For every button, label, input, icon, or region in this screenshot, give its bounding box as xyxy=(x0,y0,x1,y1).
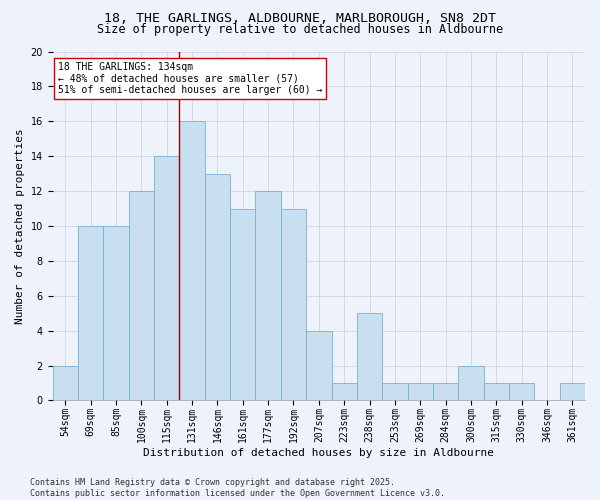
Y-axis label: Number of detached properties: Number of detached properties xyxy=(15,128,25,324)
Bar xyxy=(281,208,306,400)
Bar xyxy=(154,156,179,400)
Bar xyxy=(78,226,103,400)
Text: Size of property relative to detached houses in Aldbourne: Size of property relative to detached ho… xyxy=(97,22,503,36)
Bar xyxy=(256,191,281,400)
Bar xyxy=(179,122,205,400)
Text: 18 THE GARLINGS: 134sqm
← 48% of detached houses are smaller (57)
51% of semi-de: 18 THE GARLINGS: 134sqm ← 48% of detache… xyxy=(58,62,322,95)
Bar xyxy=(53,366,78,400)
Bar xyxy=(103,226,129,400)
Bar xyxy=(407,383,433,400)
Bar xyxy=(484,383,509,400)
Bar xyxy=(230,208,256,400)
Bar xyxy=(306,330,332,400)
Bar xyxy=(357,313,382,400)
Text: 18, THE GARLINGS, ALDBOURNE, MARLBOROUGH, SN8 2DT: 18, THE GARLINGS, ALDBOURNE, MARLBOROUGH… xyxy=(104,12,496,26)
Bar xyxy=(129,191,154,400)
Bar xyxy=(382,383,407,400)
X-axis label: Distribution of detached houses by size in Aldbourne: Distribution of detached houses by size … xyxy=(143,448,494,458)
Bar xyxy=(509,383,535,400)
Bar xyxy=(433,383,458,400)
Text: Contains HM Land Registry data © Crown copyright and database right 2025.
Contai: Contains HM Land Registry data © Crown c… xyxy=(30,478,445,498)
Bar xyxy=(205,174,230,400)
Bar xyxy=(560,383,585,400)
Bar xyxy=(332,383,357,400)
Bar xyxy=(458,366,484,400)
